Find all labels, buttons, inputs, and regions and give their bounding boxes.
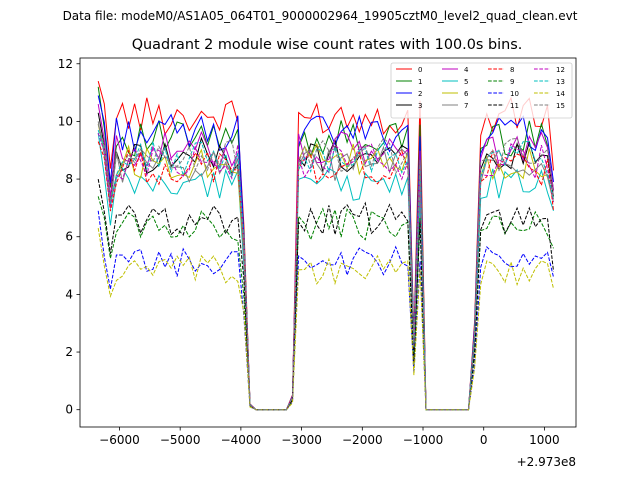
series-line-10: [97, 210, 554, 411]
x-tick-label: 0: [480, 433, 488, 447]
legend-label-3: 3: [418, 102, 422, 110]
series-line-12: [97, 132, 554, 411]
series-line-8: [97, 141, 554, 411]
legend-label-15: 15: [556, 102, 565, 110]
x-tick-label: −5000: [160, 433, 201, 447]
series-line-13: [97, 129, 554, 411]
x-offset-label: +2.973e8: [517, 455, 576, 469]
legend-label-9: 9: [510, 78, 514, 86]
legend-label-4: 4: [464, 66, 469, 74]
x-axis: −6000 −5000 −4000 −3000 −2000 −1000 0 1000: [99, 427, 560, 447]
legend-label-11: 11: [510, 102, 519, 110]
legend-label-7: 7: [464, 102, 468, 110]
legend-label-14: 14: [556, 90, 565, 98]
legend-label-8: 8: [510, 66, 514, 74]
series-line-15: [97, 124, 554, 411]
x-tick-label: −4000: [221, 433, 262, 447]
legend-frame: [390, 62, 573, 119]
chart-title: Quadrant 2 module wise count rates with …: [132, 37, 523, 53]
y-tick-label: 6: [65, 230, 73, 244]
y-axis: 0 2 4 6 8 10 12: [58, 57, 80, 417]
legend-label-6: 6: [464, 90, 469, 98]
x-tick-label: 1000: [529, 433, 560, 447]
legend-label-12: 12: [556, 66, 565, 74]
x-tick-label: −1000: [403, 433, 444, 447]
series-line-1: [97, 86, 554, 411]
axes-frame: [79, 57, 577, 428]
chart-suptitle: Data file: modeM0/AS1A05_064T01_90000029…: [63, 9, 578, 23]
legend-label-5: 5: [464, 78, 468, 86]
series-line-9: [97, 196, 554, 411]
legend-label-10: 10: [510, 90, 519, 98]
y-tick-label: 0: [65, 403, 73, 417]
series-line-0: [97, 80, 554, 411]
y-tick-label: 10: [58, 114, 73, 128]
x-tick-label: −3000: [281, 433, 322, 447]
legend-label-13: 13: [556, 78, 565, 86]
legend-label-0: 0: [418, 66, 422, 74]
legend-label-1: 1: [418, 78, 422, 86]
series-line-14: [97, 228, 554, 411]
y-tick-label: 8: [65, 172, 73, 186]
y-tick-label: 12: [58, 57, 73, 71]
series-line-5: [97, 132, 554, 411]
x-tick-label: −2000: [342, 433, 383, 447]
y-tick-label: 4: [65, 287, 73, 301]
legend-label-2: 2: [418, 90, 422, 98]
series-line-11: [97, 179, 554, 411]
y-tick-label: 2: [65, 345, 73, 359]
plot-area: [97, 80, 554, 411]
x-tick-label: −6000: [99, 433, 140, 447]
